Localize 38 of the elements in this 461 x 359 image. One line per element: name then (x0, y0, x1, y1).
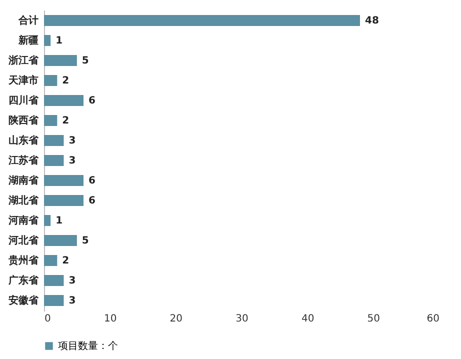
x-tick-label: 60 (426, 314, 440, 324)
data-label: 1 (56, 36, 63, 46)
data-label: 3 (68, 296, 76, 306)
y-tick-label: 陕西省 (8, 114, 40, 126)
y-tick-label: 天津市 (8, 74, 38, 86)
data-label: 5 (82, 236, 89, 246)
data-label: 6 (88, 196, 96, 206)
data-label: 48 (365, 16, 379, 26)
legend-label: 项目数量：个 (58, 340, 118, 352)
data-label: 3 (68, 136, 76, 146)
data-label: 2 (62, 256, 70, 266)
y-tick-label: 广东省 (8, 274, 40, 286)
y-tick-label: 湖北省 (8, 194, 40, 206)
data-label: 2 (62, 116, 70, 126)
data-label: 6 (88, 176, 96, 186)
y-tick-label: 贵州省 (8, 254, 40, 266)
data-label: 3 (68, 156, 76, 166)
data-label: 3 (68, 276, 76, 286)
x-tick-label: 40 (301, 314, 314, 324)
x-tick-label: 30 (236, 314, 248, 324)
y-tick-label: 浙江省 (8, 54, 40, 66)
data-label: 5 (82, 56, 89, 66)
x-tick-label: 0 (44, 314, 51, 324)
y-tick-label: 河北省 (8, 234, 40, 246)
x-tick-label: 50 (367, 314, 380, 324)
y-tick-label: 合计 (18, 14, 38, 26)
y-tick-label: 四川省 (8, 94, 40, 106)
y-tick-label: 山东省 (8, 134, 40, 146)
y-tick-label: 安徽省 (8, 294, 40, 306)
data-label: 6 (88, 96, 96, 106)
y-tick-label: 江苏省 (8, 154, 40, 166)
y-tick-label: 新疆 (18, 34, 38, 46)
data-label: 1 (56, 216, 63, 226)
y-tick-label: 河南省 (8, 214, 40, 226)
x-tick-label: 10 (104, 314, 117, 324)
y-tick-label: 湖南省 (8, 174, 40, 186)
x-tick-label: 20 (170, 314, 183, 324)
data-label: 2 (62, 76, 70, 86)
